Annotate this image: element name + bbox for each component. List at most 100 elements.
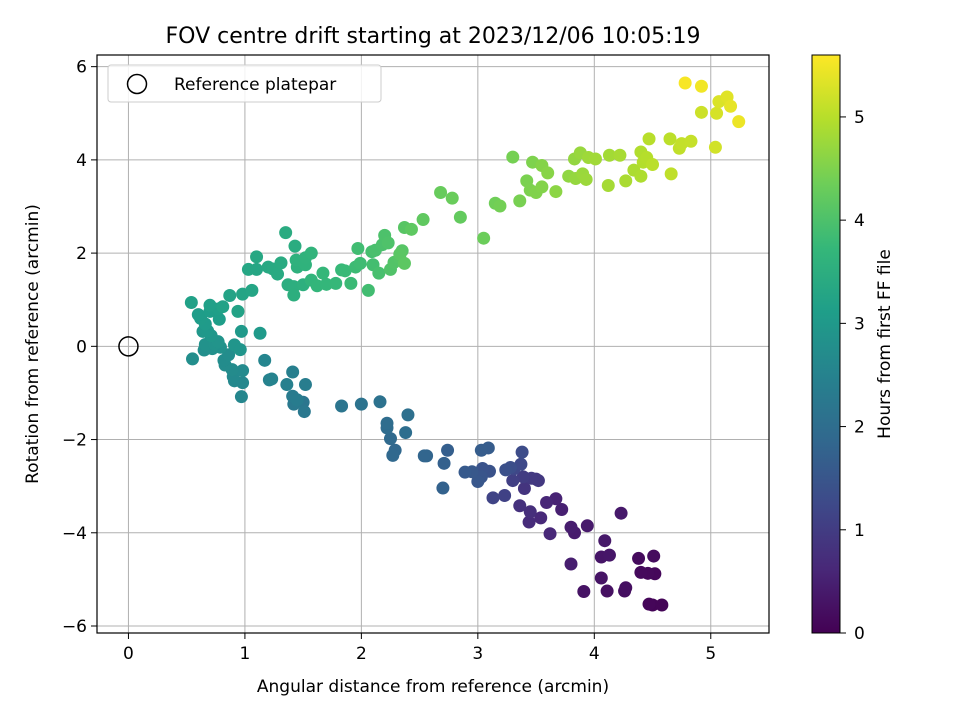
x-tick-label: 5 — [705, 644, 716, 664]
chart-title: FOV centre drift starting at 2023/12/06 … — [166, 24, 701, 49]
scatter-point — [258, 353, 272, 367]
scatter-point — [664, 167, 678, 181]
scatter-point — [434, 186, 448, 200]
scatter-point — [506, 474, 520, 488]
scatter-point — [499, 463, 513, 477]
scatter-point — [203, 298, 217, 312]
scatter-point — [265, 372, 279, 386]
legend-box — [107, 64, 382, 103]
scatter-point — [498, 488, 512, 502]
scatter-point — [216, 300, 230, 314]
scatter-point — [298, 378, 312, 392]
scatter-point — [353, 256, 367, 270]
scatter-point — [236, 364, 250, 378]
colorbar: 0 1 2 3 4 5 Hours from first FF file — [811, 54, 895, 644]
scatter-point — [523, 505, 537, 519]
scatter-point — [253, 326, 267, 340]
scatter-point — [513, 194, 527, 208]
y-axis-ticks: −6 −4 −2 0 2 4 6 — [62, 58, 97, 637]
scatter-point — [373, 395, 387, 409]
scatter-point — [401, 408, 415, 422]
scatter-point — [477, 231, 491, 245]
scatter-point — [271, 267, 285, 281]
scatter-point — [234, 390, 248, 404]
scatter-point — [602, 548, 616, 562]
colorbar-tick-label: 0 — [854, 624, 865, 644]
scatter-point — [351, 241, 365, 255]
scatter-point — [600, 584, 614, 598]
scatter-point — [383, 432, 397, 446]
scatter-point — [344, 276, 358, 290]
scatter-point — [223, 289, 237, 303]
scatter-point — [372, 266, 386, 280]
scatter-point — [212, 312, 226, 326]
y-tick-label: −2 — [62, 431, 87, 451]
colorbar-tick-label: 2 — [854, 418, 865, 438]
scatter-point — [287, 288, 301, 302]
scatter-point — [279, 226, 293, 240]
scatter-point — [515, 445, 529, 459]
scatter-point — [399, 426, 413, 440]
scatter-point — [694, 79, 708, 93]
scatter-point — [329, 276, 343, 290]
plot-frame — [96, 54, 770, 634]
scatter-points — [184, 76, 746, 612]
scatter-point — [516, 470, 530, 484]
scatter-point — [543, 527, 557, 541]
y-axis-label: Rotation from reference (arcmin) — [23, 204, 43, 484]
scatter-point — [250, 250, 264, 264]
scatter-point — [297, 405, 311, 419]
x-tick-label: 4 — [589, 644, 600, 664]
y-tick-label: −6 — [62, 617, 87, 637]
scatter-point — [535, 180, 549, 194]
scatter-point — [191, 308, 205, 322]
scatter-point — [250, 262, 264, 276]
y-tick-label: 2 — [76, 244, 87, 264]
scatter-point — [724, 99, 738, 113]
scatter-point — [614, 506, 628, 520]
scatter-point — [335, 399, 349, 413]
scatter-point — [453, 210, 467, 224]
scatter-point — [647, 549, 661, 563]
scatter-point — [280, 378, 294, 392]
scatter-point — [534, 511, 548, 525]
legend-label: Reference platepar — [174, 75, 336, 95]
scatter-point — [555, 502, 569, 516]
scatter-point — [655, 598, 669, 612]
scatter-point — [549, 185, 563, 199]
scatter-point — [380, 416, 394, 430]
scatter-point — [598, 534, 612, 548]
scatter-point — [632, 551, 646, 565]
scatter-point — [436, 481, 450, 495]
scatter-point — [564, 520, 578, 534]
scatter-point — [234, 324, 248, 338]
scatter-point — [471, 475, 485, 489]
scatter-point — [710, 106, 724, 120]
x-axis-label: Angular distance from reference (arcmin) — [257, 677, 609, 697]
scatter-point — [580, 519, 594, 533]
scatter-point — [506, 150, 520, 164]
scatter-point — [602, 148, 616, 162]
scatter-point — [513, 499, 527, 513]
x-tick-label: 3 — [472, 644, 483, 664]
y-tick-label: 0 — [76, 337, 87, 357]
scatter-point — [338, 264, 352, 278]
colorbar-tick-label: 1 — [854, 521, 865, 541]
scatter-point — [286, 365, 300, 379]
scatter-point — [601, 179, 615, 193]
scatter-point — [708, 140, 722, 154]
scatter-point — [386, 448, 400, 462]
x-tick-label: 2 — [356, 644, 367, 664]
legend: Reference platepar — [107, 64, 382, 103]
scatter-point — [288, 239, 302, 253]
scatter-point — [186, 352, 200, 366]
scatter-point — [678, 76, 692, 90]
scatter-point — [694, 105, 708, 119]
scatter-point — [579, 172, 593, 186]
legend-marker — [126, 73, 148, 95]
colorbar-gradient — [811, 54, 841, 634]
scatter-point — [522, 515, 536, 529]
x-axis-ticks: 0 1 2 3 4 5 — [123, 633, 716, 664]
scatter-point — [613, 148, 627, 162]
scatter-point — [184, 296, 198, 310]
